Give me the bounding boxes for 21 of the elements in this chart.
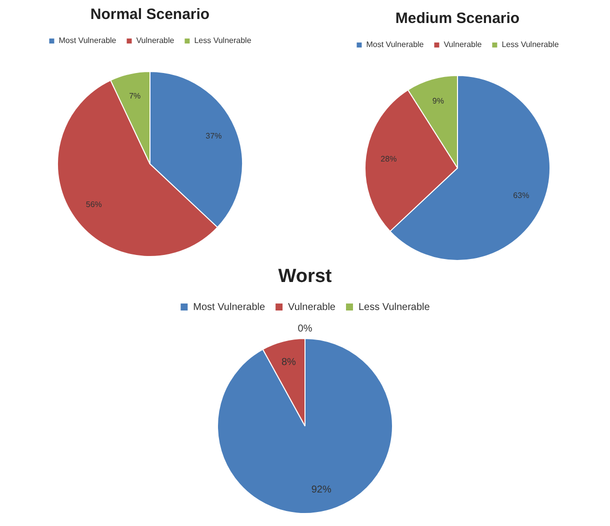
legend-label: Vulnerable: [288, 302, 336, 313]
legend-label: Less Vulnerable: [358, 302, 430, 313]
data-label: 56%: [86, 200, 102, 209]
data-label: 7%: [129, 92, 141, 100]
legend-label: Vulnerable: [444, 40, 482, 50]
data-label: 63%: [513, 190, 530, 200]
chart-title: Worst: [277, 266, 333, 288]
chart-title: Medium Scenario: [394, 10, 521, 27]
data-label: 92%: [311, 484, 332, 496]
data-label: 28%: [380, 154, 397, 164]
chart-title: Normal Scenario: [89, 6, 211, 23]
legend-label: Vulnerable: [136, 36, 175, 46]
data-label: 37%: [206, 132, 222, 141]
data-label: 9%: [432, 96, 444, 106]
data-label: 8%: [281, 357, 296, 368]
legend-label: Less Vulnerable: [502, 40, 560, 50]
legend-label: Most Vulnerable: [58, 36, 117, 46]
text: 0%: [298, 323, 312, 334]
legend-label: Most Vulnerable: [193, 302, 266, 313]
legend-label: Less Vulnerable: [194, 36, 252, 46]
legend-label: Most Vulnerable: [366, 40, 424, 50]
